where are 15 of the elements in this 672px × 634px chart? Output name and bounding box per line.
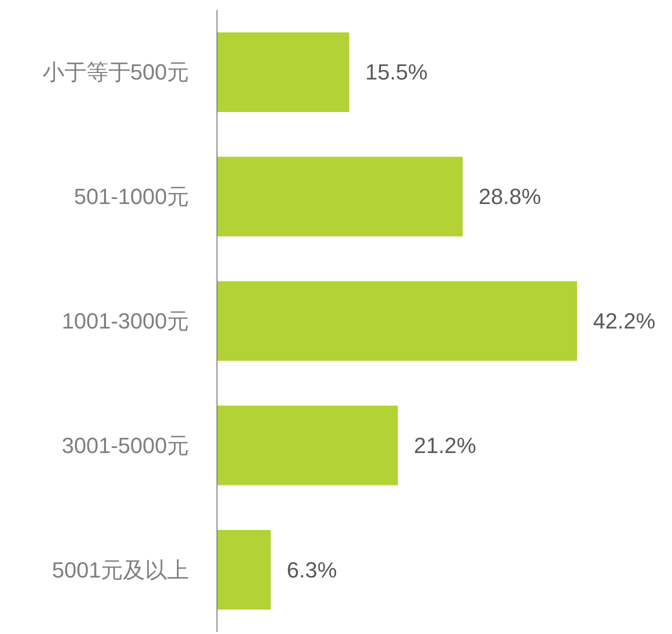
data-label: 28.8% — [478, 184, 542, 210]
data-label: 6.3% — [286, 557, 337, 582]
bar — [217, 281, 577, 361]
y-tick-label: 501-1000元 — [74, 184, 189, 210]
y-tick-label: 1001-3000元 — [62, 308, 189, 334]
bar — [217, 156, 463, 236]
bar — [217, 32, 350, 112]
bar — [217, 406, 398, 486]
data-label: 15.5% — [365, 60, 428, 85]
y-tick-label: 小于等于500元 — [42, 60, 189, 85]
data-label: 42.2% — [593, 308, 656, 334]
y-tick-label: 5001元及以上 — [52, 557, 189, 582]
data-label: 21.2% — [414, 432, 476, 458]
y-tick-label: 3001-5000元 — [62, 432, 189, 458]
bar — [217, 530, 271, 610]
